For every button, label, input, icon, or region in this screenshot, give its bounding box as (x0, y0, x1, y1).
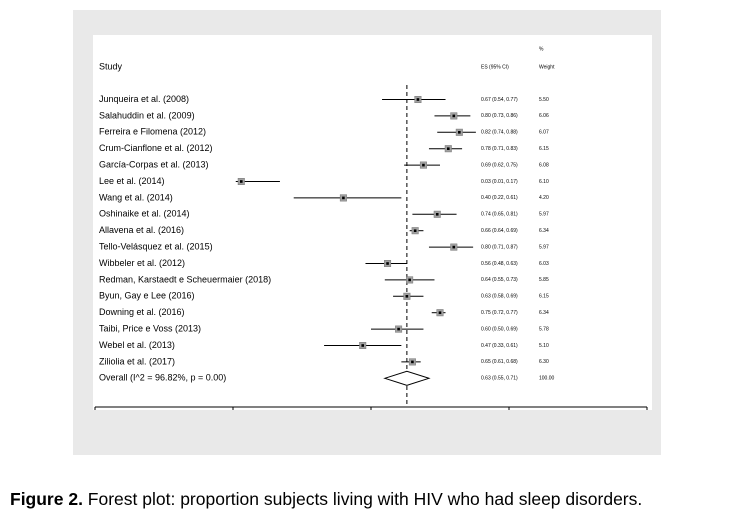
study-label: Crum-Cianflone et al. (2012) (99, 143, 213, 153)
study-weight: 5.97 (539, 212, 549, 218)
study-point (397, 327, 400, 331)
study-weight: 6.03 (539, 261, 549, 267)
forest-plot-panel: Study ES (95% CI)% Weight Junqueira et al. … (93, 35, 652, 410)
study-weight: 6.10 (539, 179, 549, 185)
study-label: Oshinaike et al. (2014) (99, 209, 190, 219)
overall-weight: 100.00 (539, 376, 555, 382)
study-weight: 6.15 (539, 146, 549, 152)
header-weight-percent: % (539, 46, 544, 52)
study-label: Lee et al. (2014) (99, 176, 165, 186)
study-label: Junqueira et al. (2008) (99, 94, 189, 104)
study-point (452, 114, 456, 118)
study-weight: 5.85 (539, 277, 549, 283)
study-es-label: 0.75 (0.72, 0.77) (481, 310, 518, 316)
study-point (435, 213, 439, 216)
study-point (446, 147, 450, 150)
study-es-label: 0.64 (0.55, 0.73) (481, 277, 518, 283)
overall-label: Overall (I^2 = 96.82%, p = 0.00) (99, 373, 226, 383)
study-weight: 6.34 (539, 228, 549, 234)
study-es-label: 0.80 (0.71, 0.87) (481, 244, 518, 250)
study-point (416, 98, 420, 101)
study-es-label: 0.65 (0.61, 0.68) (481, 359, 518, 365)
study-label: Tello-Velásquez et al. (2015) (99, 241, 213, 251)
study-point (239, 180, 243, 183)
study-label: Wang et al. (2014) (99, 192, 173, 202)
study-point (413, 229, 417, 232)
study-es-label: 0.03 (0.01, 0.17) (481, 179, 518, 185)
caption-label: Figure 2. (10, 489, 83, 509)
study-label: Wibbeler et al. (2012) (99, 258, 185, 268)
study-weight: 5.50 (539, 97, 549, 103)
study-weight: 6.30 (539, 359, 549, 365)
forest-plot: Study ES (95% CI)% Weight Junqueira et al. … (94, 46, 648, 410)
header-weight: Weight (539, 64, 555, 70)
study-weight: 6.08 (539, 162, 549, 168)
study-es-label: 0.69 (0.62, 0.75) (481, 162, 518, 168)
header-study: Study (99, 61, 123, 71)
study-point (386, 262, 389, 265)
study-es-label: 0.82 (0.74, 0.88) (481, 130, 518, 136)
study-es-label: 0.47 (0.33, 0.61) (481, 343, 518, 349)
study-label: Byun, Gay e Lee (2016) (99, 291, 195, 301)
study-label: Allavena et al. (2016) (99, 225, 184, 235)
study-es-label: 0.78 (0.71, 0.83) (481, 146, 518, 152)
study-weight: 4.20 (539, 195, 549, 201)
study-es-label: 0.66 (0.64, 0.69) (481, 228, 518, 234)
study-weight: 6.34 (539, 310, 549, 316)
study-label: Salahuddin et al. (2009) (99, 110, 195, 120)
study-point (452, 245, 456, 249)
overall-diamond (383, 370, 431, 386)
study-es-label: 0.74 (0.65, 0.81) (481, 212, 518, 218)
study-weight: 5.78 (539, 326, 549, 332)
study-label: Ziliolia et al. (2017) (99, 356, 175, 366)
study-es-label: 0.56 (0.48, 0.63) (481, 261, 518, 267)
study-point (342, 196, 345, 200)
study-point (438, 311, 442, 314)
study-es-label: 0.67 (0.54, 0.77) (481, 97, 518, 103)
study-label: Taibi, Price e Voss (2013) (99, 323, 201, 333)
study-es-label: 0.63 (0.58, 0.69) (481, 294, 518, 300)
study-weight: 5.10 (539, 343, 549, 349)
study-point (411, 360, 414, 364)
figure-caption: Figure 2. Forest plot: proportion subjec… (10, 489, 642, 510)
study-label: García-Corpas et al. (2013) (99, 159, 209, 169)
study-es-label: 0.80 (0.73, 0.86) (481, 113, 518, 119)
study-es-label: 0.40 (0.22, 0.61) (481, 195, 518, 201)
study-point (408, 278, 411, 282)
study-weight: 6.07 (539, 130, 549, 136)
study-label: Redman, Karstaedt e Scheuermaier (2018) (99, 274, 271, 284)
study-point (405, 295, 409, 298)
overall-es-label: 0.63 (0.55, 0.71) (481, 376, 518, 382)
study-label: Ferreira e Filomena (2012) (99, 127, 206, 137)
study-weight: 6.06 (539, 113, 549, 119)
study-point (361, 344, 365, 347)
study-weight: 6.15 (539, 294, 549, 300)
study-es-label: 0.60 (0.50, 0.69) (481, 326, 518, 332)
study-point (458, 131, 461, 134)
study-point (422, 163, 425, 167)
caption-text: Forest plot: proportion subjects living … (82, 489, 643, 509)
study-label: Webel et al. (2013) (99, 340, 175, 350)
study-weight: 5.97 (539, 244, 549, 250)
header-es: ES (95% CI) (481, 64, 509, 70)
study-label: Downing et al. (2016) (99, 307, 185, 317)
